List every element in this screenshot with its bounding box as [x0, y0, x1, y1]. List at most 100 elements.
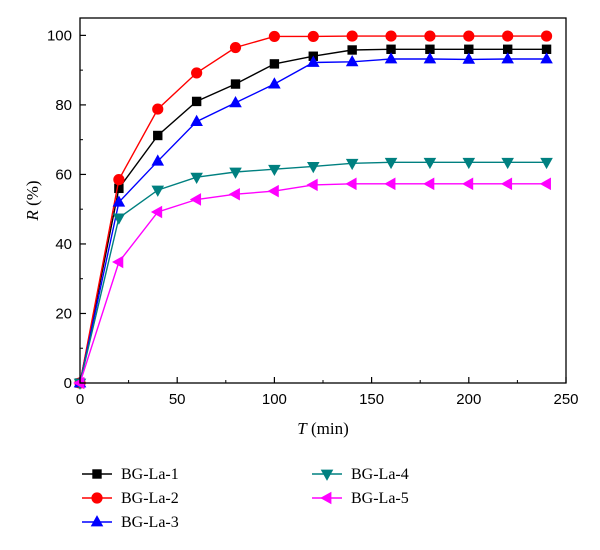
- data-point: [151, 154, 165, 166]
- data-point: [114, 183, 124, 194]
- legend-item: BG-La-2: [82, 490, 179, 507]
- legend-label: BG-La-5: [351, 490, 409, 507]
- legend-label: BG-La-3: [121, 514, 179, 531]
- y-axis-label: R (%): [23, 180, 42, 221]
- data-point: [345, 54, 359, 67]
- y-tick-label: 80: [55, 97, 72, 114]
- x-axis-unit: (min): [307, 419, 349, 438]
- data-point: [229, 41, 242, 54]
- data-point: [539, 177, 551, 191]
- legend-marker: [91, 492, 103, 504]
- data-point: [500, 177, 513, 191]
- data-point: [540, 30, 553, 42]
- data-point: [501, 52, 514, 64]
- y-tick-label: 40: [55, 236, 72, 253]
- data-point: [501, 157, 514, 170]
- legend-marker: [320, 469, 334, 481]
- x-tick-label: 200: [456, 391, 481, 408]
- legend-item: BG-La-1: [82, 466, 179, 483]
- data-point: [152, 103, 164, 115]
- data-point: [306, 178, 318, 192]
- series-bg-la-3: [73, 52, 553, 388]
- legend-marker: [320, 491, 332, 505]
- plot-frame: [79, 17, 567, 384]
- data-point: [268, 77, 281, 89]
- data-point: [346, 30, 358, 42]
- legend-item: BG-La-4: [312, 466, 409, 483]
- legend-label: BG-La-1: [121, 466, 179, 483]
- data-point: [384, 52, 398, 64]
- x-axis-label: T (min): [297, 419, 349, 438]
- data-point: [112, 213, 126, 225]
- series-bg-la-1: [75, 44, 552, 388]
- data-point: [113, 174, 125, 186]
- data-point: [112, 255, 124, 269]
- data-point: [384, 177, 396, 191]
- series-bg-la-2: [74, 30, 553, 389]
- data-point: [423, 157, 437, 170]
- data-point: [229, 167, 242, 179]
- x-axis-ticks: 0 50 100 150 200 250: [76, 377, 579, 408]
- y-tick-label: 0: [64, 375, 72, 392]
- y-axis-variable: R: [23, 210, 42, 222]
- data-point: [345, 177, 357, 191]
- data-point: [540, 157, 553, 170]
- data-point: [229, 96, 242, 108]
- data-point: [191, 96, 202, 107]
- x-tick-label: 250: [553, 391, 578, 408]
- series-line: [79, 35, 547, 384]
- data-point: [267, 184, 279, 198]
- legend-item: BG-La-5: [312, 490, 409, 507]
- data-point: [461, 177, 474, 191]
- data-point: [384, 157, 398, 170]
- legend: BG-La-1 BG-La-2 BG-La-3 BG-La-4 BG-La-5: [82, 466, 409, 531]
- y-tick-label: 60: [55, 166, 72, 183]
- y-tick-label: 100: [47, 27, 72, 44]
- x-tick-label: 150: [359, 391, 384, 408]
- legend-label: BG-La-4: [351, 466, 409, 483]
- data-point: [307, 30, 319, 43]
- data-point: [345, 158, 359, 171]
- data-point: [385, 30, 397, 42]
- x-tick-label: 100: [262, 391, 287, 408]
- series-bg-la-4: [73, 157, 553, 390]
- series-line: [79, 48, 547, 384]
- data-point: [189, 193, 202, 206]
- plot-marks: [73, 30, 553, 390]
- data-point: [306, 55, 320, 67]
- data-point: [269, 59, 280, 69]
- x-tick-label: 50: [169, 391, 186, 408]
- data-point: [268, 164, 281, 177]
- data-point: [423, 52, 437, 64]
- series-line: [79, 161, 547, 384]
- data-point: [540, 52, 553, 64]
- data-point: [230, 79, 241, 89]
- data-point: [112, 195, 126, 207]
- data-point: [190, 172, 203, 185]
- data-point: [150, 205, 163, 219]
- data-point: [268, 30, 280, 43]
- legend-label: BG-La-2: [121, 490, 179, 507]
- series-line: [79, 183, 547, 384]
- data-point: [347, 45, 357, 55]
- data-point: [462, 157, 476, 170]
- data-point: [153, 130, 163, 141]
- y-axis-ticks: 0 20 40 60 80 100: [47, 27, 86, 392]
- x-axis-variable: T: [297, 419, 308, 438]
- data-point: [502, 30, 514, 42]
- legend-marker: [92, 469, 102, 479]
- y-tick-label: 20: [55, 305, 72, 322]
- data-point: [464, 44, 474, 54]
- data-point: [191, 67, 203, 79]
- data-point: [306, 162, 320, 174]
- data-point: [228, 187, 240, 201]
- legend-marker: [90, 515, 104, 527]
- data-point: [424, 30, 436, 42]
- data-point: [423, 177, 435, 191]
- data-point: [151, 185, 165, 197]
- data-point: [463, 30, 475, 42]
- data-point: [462, 52, 476, 64]
- x-tick-label: 0: [76, 391, 84, 408]
- legend-item: BG-La-3: [82, 514, 179, 531]
